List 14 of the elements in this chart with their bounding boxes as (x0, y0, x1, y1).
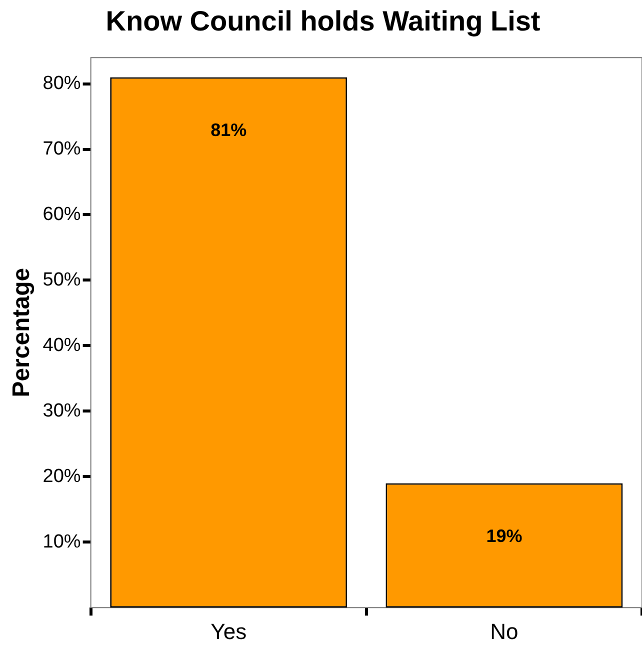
x-tick-label: Yes (210, 618, 247, 644)
y-tick-label: 30% (42, 400, 81, 422)
y-tick-label: 50% (42, 269, 81, 290)
data-label: 19% (486, 526, 522, 546)
chart-title: Know Council holds Waiting List (106, 6, 540, 37)
y-tick-label: 20% (42, 466, 81, 487)
y-tick-label: 60% (42, 204, 81, 225)
y-axis-title: Percentage (8, 268, 36, 398)
y-tick-label: 10% (42, 531, 81, 552)
data-label: 81% (210, 120, 247, 140)
y-tick-label: 80% (42, 73, 81, 94)
x-tick-label: No (490, 618, 518, 644)
y-tick-label: 40% (42, 334, 81, 356)
y-tick-label: 70% (42, 138, 81, 160)
